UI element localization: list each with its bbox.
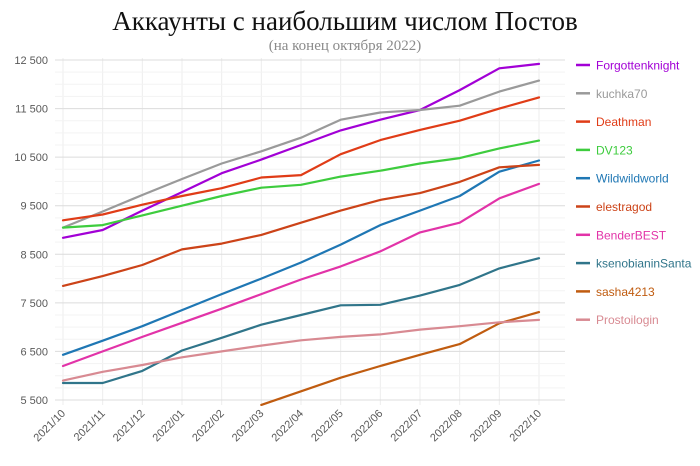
legend-label: Prostoilogin (596, 313, 659, 327)
x-tick-label: 2021/10 (32, 408, 69, 445)
legend-label: sasha4213 (596, 285, 655, 299)
x-tick-label: 2022/03 (230, 408, 267, 445)
legend-label: DV123 (596, 143, 633, 157)
series-line-DV123 (61, 139, 541, 229)
series-line-Prostoilogin (61, 318, 541, 382)
legend-item: Forgottenknight (576, 59, 680, 73)
y-tick-label: 6 500 (20, 346, 48, 358)
x-tick-label: 2022/06 (349, 408, 386, 445)
legend: Forgottenknight kuchka70 Deathman DV123 Wild… (576, 59, 692, 327)
y-axis-labels: 12 500 11 500 10 500 9 500 8 500 7 500 6 500 5 … (14, 55, 48, 407)
legend-label: ksenobianinSanta (596, 257, 692, 271)
x-tick-label: 2021/11 (72, 408, 108, 444)
series-line-kuchka70 (61, 79, 541, 229)
x-tick-label: 2022/07 (389, 408, 426, 445)
chart-title: Аккаунты с наибольшим числом Постов (112, 6, 578, 36)
legend-label: Deathman (596, 115, 651, 129)
legend-label: elestragod (596, 200, 652, 214)
legend-label: Wildwildworld (596, 172, 669, 186)
legend-item: Deathman (576, 115, 651, 129)
legend-item: Prostoilogin (576, 313, 659, 327)
x-tick-label: 2022/04 (270, 408, 307, 445)
series-line-Forgottenknight (61, 62, 541, 239)
y-tick-label: 8 500 (20, 249, 48, 261)
series-line-elestragod (61, 163, 541, 287)
legend-item: elestragod (576, 200, 652, 214)
x-tick-label: 2022/09 (468, 408, 505, 445)
y-tick-label: 9 500 (20, 201, 48, 213)
x-tick-label: 2022/02 (190, 408, 227, 445)
y-tick-label: 7 500 (20, 298, 48, 310)
legend-label: Forgottenknight (596, 59, 680, 73)
legend-item: DV123 (576, 143, 633, 157)
legend-label: kuchka70 (596, 87, 648, 101)
y-tick-label: 5 500 (20, 395, 48, 407)
legend-item: kuchka70 (576, 87, 648, 101)
x-tick-label: 2022/08 (428, 408, 465, 445)
y-tick-label: 12 500 (14, 55, 48, 67)
y-tick-label: 10 500 (14, 152, 48, 164)
legend-item: BenderBEST (576, 228, 667, 242)
x-axis-labels: 2021/10 2021/11 2021/12 2022/01 2022/02 2022/… (32, 408, 545, 445)
legend-item: sasha4213 (576, 285, 655, 299)
series-line-BenderBEST (61, 182, 541, 368)
legend-label: BenderBEST (596, 228, 667, 242)
x-tick-label: 2022/01 (151, 408, 188, 445)
x-tick-label: 2022/10 (508, 408, 545, 445)
gridlines (55, 58, 565, 405)
series-line-Deathman (61, 96, 541, 222)
series-line-Wildwildworld (61, 159, 541, 356)
series-lines (61, 62, 541, 406)
legend-item: ksenobianinSanta (576, 257, 692, 271)
x-tick-label: 2022/05 (309, 408, 346, 445)
legend-item: Wildwildworld (576, 172, 669, 186)
x-tick-label: 2021/12 (111, 408, 148, 445)
chart-subtitle: (на конец октября 2022) (269, 38, 422, 54)
y-tick-label: 11 500 (15, 104, 48, 116)
series-line-sasha4213 (260, 311, 541, 406)
series-line-ksenobianinSanta (61, 257, 541, 385)
